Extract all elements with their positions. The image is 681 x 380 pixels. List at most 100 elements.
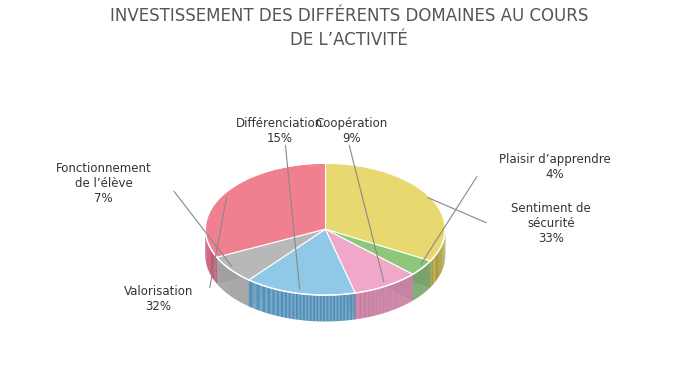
Polygon shape <box>367 291 368 317</box>
Polygon shape <box>302 294 304 320</box>
Polygon shape <box>326 229 430 287</box>
Polygon shape <box>283 291 285 318</box>
Polygon shape <box>285 291 286 318</box>
Polygon shape <box>263 285 264 312</box>
Polygon shape <box>437 252 438 279</box>
Polygon shape <box>326 163 445 261</box>
Polygon shape <box>364 291 365 318</box>
Polygon shape <box>390 284 391 311</box>
Polygon shape <box>273 288 274 315</box>
Polygon shape <box>324 295 326 321</box>
Polygon shape <box>317 295 318 321</box>
Polygon shape <box>272 288 273 315</box>
Polygon shape <box>375 289 376 315</box>
Polygon shape <box>249 229 355 295</box>
Polygon shape <box>311 294 313 321</box>
Polygon shape <box>208 245 210 272</box>
Polygon shape <box>294 293 296 320</box>
Polygon shape <box>379 288 380 314</box>
Polygon shape <box>349 294 351 320</box>
Polygon shape <box>337 295 338 321</box>
Polygon shape <box>432 258 433 286</box>
Polygon shape <box>394 283 396 309</box>
Polygon shape <box>210 248 211 276</box>
Polygon shape <box>362 292 364 318</box>
Polygon shape <box>257 283 258 310</box>
Polygon shape <box>251 281 252 308</box>
Polygon shape <box>357 293 358 319</box>
Polygon shape <box>440 247 441 274</box>
Polygon shape <box>439 248 440 276</box>
Polygon shape <box>319 295 321 321</box>
Polygon shape <box>328 295 330 321</box>
Polygon shape <box>334 295 335 321</box>
Polygon shape <box>377 288 378 315</box>
Polygon shape <box>380 288 381 314</box>
Polygon shape <box>289 292 290 318</box>
Polygon shape <box>270 288 272 315</box>
Polygon shape <box>340 294 341 321</box>
Polygon shape <box>274 289 275 315</box>
Polygon shape <box>381 287 382 314</box>
Text: Fonctionnement
de l’élève
7%: Fonctionnement de l’élève 7% <box>56 162 151 205</box>
Polygon shape <box>438 250 439 278</box>
Polygon shape <box>347 294 348 320</box>
Polygon shape <box>348 294 349 320</box>
Polygon shape <box>386 286 387 312</box>
Polygon shape <box>301 294 302 320</box>
Polygon shape <box>308 294 310 321</box>
Polygon shape <box>306 294 307 321</box>
Polygon shape <box>313 295 314 321</box>
Polygon shape <box>286 291 287 318</box>
Polygon shape <box>378 288 379 315</box>
Polygon shape <box>365 291 366 318</box>
Polygon shape <box>392 283 393 310</box>
Polygon shape <box>249 229 326 306</box>
Polygon shape <box>252 282 253 308</box>
Polygon shape <box>310 294 311 321</box>
Polygon shape <box>321 295 323 321</box>
Polygon shape <box>356 293 357 319</box>
Polygon shape <box>276 290 278 316</box>
Polygon shape <box>217 229 326 280</box>
Polygon shape <box>391 284 392 311</box>
Polygon shape <box>206 229 445 295</box>
Polygon shape <box>369 290 370 317</box>
Polygon shape <box>291 293 293 319</box>
Polygon shape <box>264 286 266 313</box>
Polygon shape <box>297 293 298 320</box>
Polygon shape <box>275 289 276 316</box>
Polygon shape <box>326 229 355 320</box>
Polygon shape <box>253 282 255 309</box>
Polygon shape <box>338 294 340 321</box>
Polygon shape <box>436 253 437 281</box>
Polygon shape <box>434 255 436 283</box>
Polygon shape <box>388 285 389 312</box>
Polygon shape <box>250 280 251 307</box>
Polygon shape <box>441 245 442 273</box>
Polygon shape <box>279 290 281 317</box>
Polygon shape <box>332 295 334 321</box>
Polygon shape <box>213 253 215 280</box>
Polygon shape <box>393 283 394 310</box>
Polygon shape <box>282 291 283 317</box>
Polygon shape <box>331 295 332 321</box>
Polygon shape <box>358 292 360 319</box>
Polygon shape <box>318 295 319 321</box>
Polygon shape <box>278 290 279 317</box>
Polygon shape <box>327 295 328 321</box>
Polygon shape <box>260 285 262 311</box>
Polygon shape <box>215 256 217 283</box>
Polygon shape <box>344 294 345 321</box>
Text: Coopération
9%: Coopération 9% <box>315 117 387 145</box>
Polygon shape <box>326 229 430 274</box>
Polygon shape <box>397 282 398 309</box>
Polygon shape <box>355 293 356 320</box>
Polygon shape <box>326 229 355 320</box>
Text: Sentiment de
sécurité
33%: Sentiment de sécurité 33% <box>511 202 591 245</box>
Polygon shape <box>206 163 326 257</box>
Polygon shape <box>326 295 327 321</box>
Polygon shape <box>370 290 371 317</box>
Polygon shape <box>343 294 344 321</box>
Polygon shape <box>341 294 343 321</box>
